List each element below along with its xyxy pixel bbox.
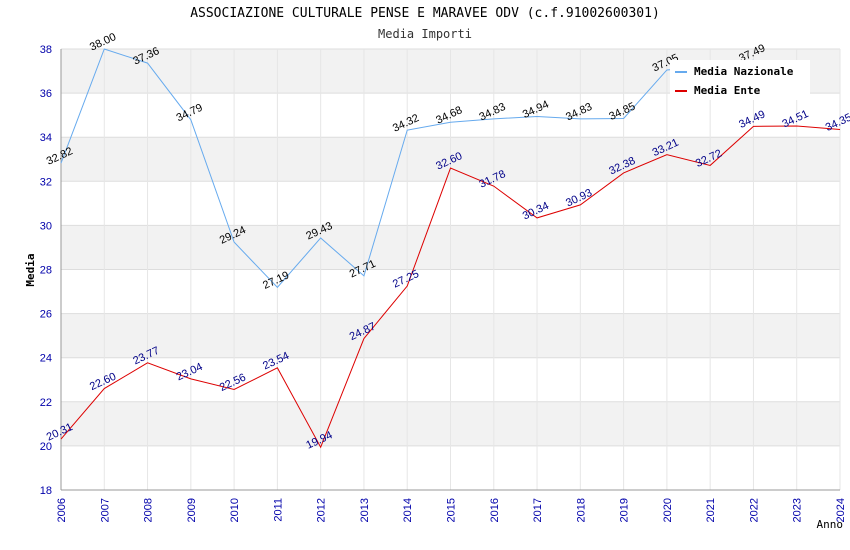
legend-entry: Media Ente bbox=[694, 84, 761, 97]
series-line-media-nazionale bbox=[60, 48, 754, 289]
x-tick-label: 2015 bbox=[446, 498, 458, 522]
chart-title: ASSOCIAZIONE CULTURALE PENSE E MARAVEE O… bbox=[190, 6, 660, 21]
x-tick-label: 2012 bbox=[316, 498, 328, 522]
y-tick-label: 34 bbox=[40, 132, 52, 144]
y-tick-label: 30 bbox=[40, 220, 52, 232]
y-tick-labels: 18 20 22 24 26 28 30 32 34 36 38 bbox=[40, 44, 52, 497]
y-tick-label: 38 bbox=[40, 44, 52, 56]
x-axis-label: Anno bbox=[817, 518, 844, 531]
x-tick-label: 2007 bbox=[99, 498, 111, 522]
x-tick-label: 2019 bbox=[619, 498, 631, 522]
x-tick-label: 2014 bbox=[402, 498, 414, 522]
x-tick-label: 2017 bbox=[532, 498, 544, 522]
x-tick-label: 2009 bbox=[186, 498, 198, 522]
x-tick-label: 2020 bbox=[662, 498, 674, 522]
chart-subtitle: Media Importi bbox=[378, 27, 472, 41]
x-tick-label: 2018 bbox=[575, 498, 587, 522]
y-tick-label: 24 bbox=[40, 353, 52, 365]
x-tick-label: 2013 bbox=[359, 498, 371, 522]
y-tick-label: 20 bbox=[40, 441, 52, 453]
x-tick-label: 2008 bbox=[143, 498, 155, 522]
y-tick-label: 22 bbox=[40, 397, 52, 409]
x-tick-label: 2023 bbox=[792, 498, 804, 522]
x-tick-label: 2021 bbox=[705, 498, 717, 522]
y-tick-label: 36 bbox=[40, 88, 52, 100]
x-tick-label: 2010 bbox=[229, 498, 241, 522]
x-tick-label: 2022 bbox=[748, 498, 760, 522]
y-tick-label: 18 bbox=[40, 485, 52, 497]
x-tick-label: 2024 bbox=[835, 498, 847, 522]
legend: Media Nazionale Media Ente bbox=[670, 60, 810, 100]
series-lines bbox=[60, 48, 841, 449]
axes bbox=[60, 49, 840, 491]
y-tick-label: 28 bbox=[40, 265, 52, 277]
legend-box bbox=[670, 60, 810, 100]
x-tick-label: 2016 bbox=[489, 498, 501, 522]
y-tick-label: 32 bbox=[40, 176, 52, 188]
series-line-media-ente bbox=[60, 125, 841, 449]
x-tick-label: 2011 bbox=[272, 498, 284, 522]
y-tick-label: 26 bbox=[40, 309, 52, 321]
x-tick-labels: 2006 2007 2008 2009 2010 2011 2012 2013 2014 2015… bbox=[56, 498, 847, 522]
legend-entry: Media Nazionale bbox=[694, 65, 794, 78]
y-axis-label: Media bbox=[24, 253, 37, 286]
x-tick-label: 2006 bbox=[56, 498, 68, 522]
